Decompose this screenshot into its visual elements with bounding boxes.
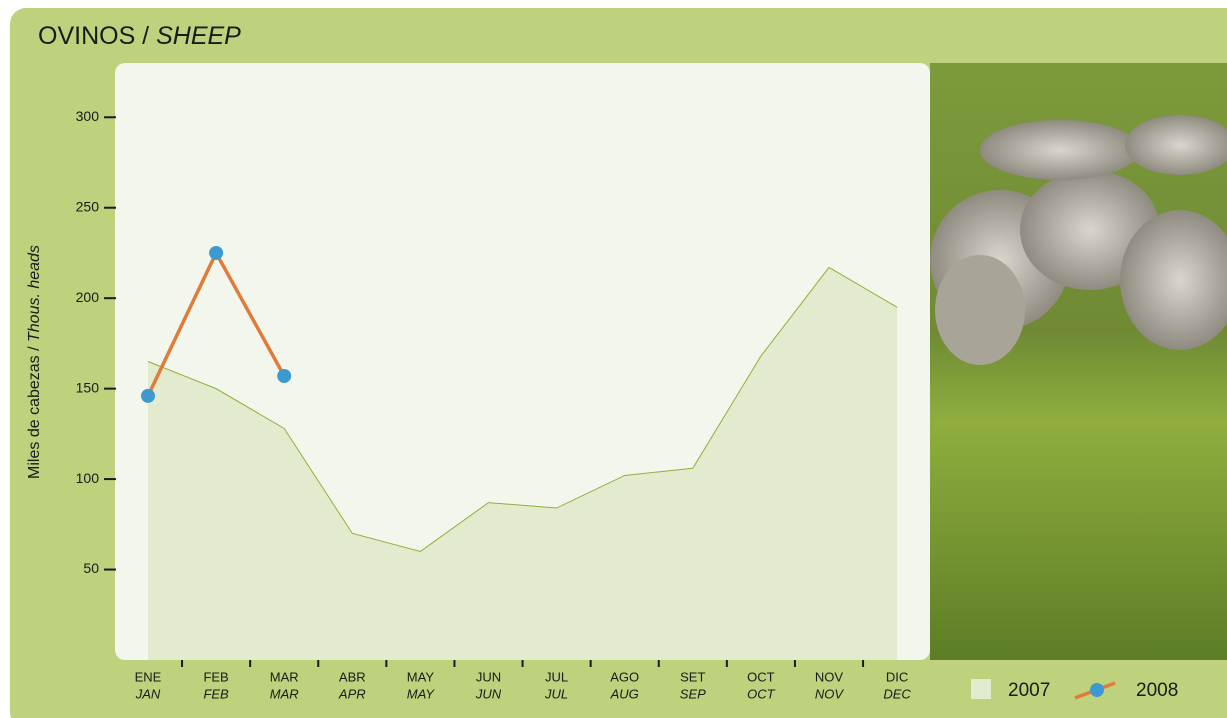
y-tick-label: 250: [76, 198, 100, 214]
x-tick-label-en: NOV: [815, 686, 845, 701]
marker: [277, 368, 292, 383]
x-tick-label-en: FEB: [203, 686, 229, 701]
x-tick-label-en: AUG: [610, 686, 639, 701]
marker: [141, 388, 155, 403]
x-tick-label: MAR: [270, 669, 299, 684]
photo: [930, 63, 1227, 660]
y-tick-label: 150: [76, 379, 100, 395]
y-tick-label: 50: [83, 560, 99, 576]
x-tick-label: DIC: [886, 669, 908, 684]
x-tick-label: JUN: [476, 669, 501, 684]
y-label-es: Miles de cabezas /: [26, 342, 43, 479]
x-tick-label-en: JUN: [475, 686, 502, 701]
legend-label: 2008: [1136, 680, 1178, 701]
x-tick-label: OCT: [747, 669, 775, 684]
y-tick-label: 200: [76, 289, 100, 305]
title-en: SHEEP: [156, 22, 241, 50]
legend-label: 2007: [1008, 680, 1050, 701]
x-tick-label-en: SEP: [680, 686, 706, 701]
x-tick-label-en: APR: [338, 686, 366, 701]
x-tick-label-en: OCT: [747, 686, 776, 701]
x-tick-label-en: JAN: [135, 686, 161, 701]
legend-swatch-marker: [1090, 683, 1104, 697]
x-tick-label: FEB: [203, 669, 228, 684]
area: [148, 267, 898, 660]
x-tick-label: ABR: [339, 669, 366, 684]
x-tick-label: NOV: [815, 669, 844, 684]
x-tick-label-en: DEC: [883, 686, 911, 701]
y-tick-label: 300: [76, 108, 100, 124]
x-tick-label-en: JUL: [544, 686, 568, 701]
x-tick-label: ENE: [135, 669, 162, 684]
x-tick-label-en: MAY: [407, 686, 436, 701]
area-line: [147, 266, 898, 552]
x-tick-label: AGO: [610, 669, 639, 684]
x-tick-label-en: MAR: [270, 686, 299, 701]
x-tick-label: SET: [680, 669, 705, 684]
chart-title: OVINOS / SHEEP: [38, 22, 241, 50]
x-tick-label: JUL: [545, 669, 568, 684]
legend-swatch: [971, 679, 991, 699]
x-tick-label: MAY: [407, 669, 435, 684]
plot: 50 100 150 200 250 300 ENE JAN FEB FEB MAR MAR ABR AP…: [76, 108, 1179, 701]
marker: [209, 245, 224, 260]
y-axis-title: Miles de cabezas / Thous. heads: [26, 245, 43, 479]
title-es: OVINOS /: [38, 22, 156, 50]
y-label-en: Thous. heads: [26, 245, 43, 342]
y-tick-label: 100: [76, 470, 100, 486]
